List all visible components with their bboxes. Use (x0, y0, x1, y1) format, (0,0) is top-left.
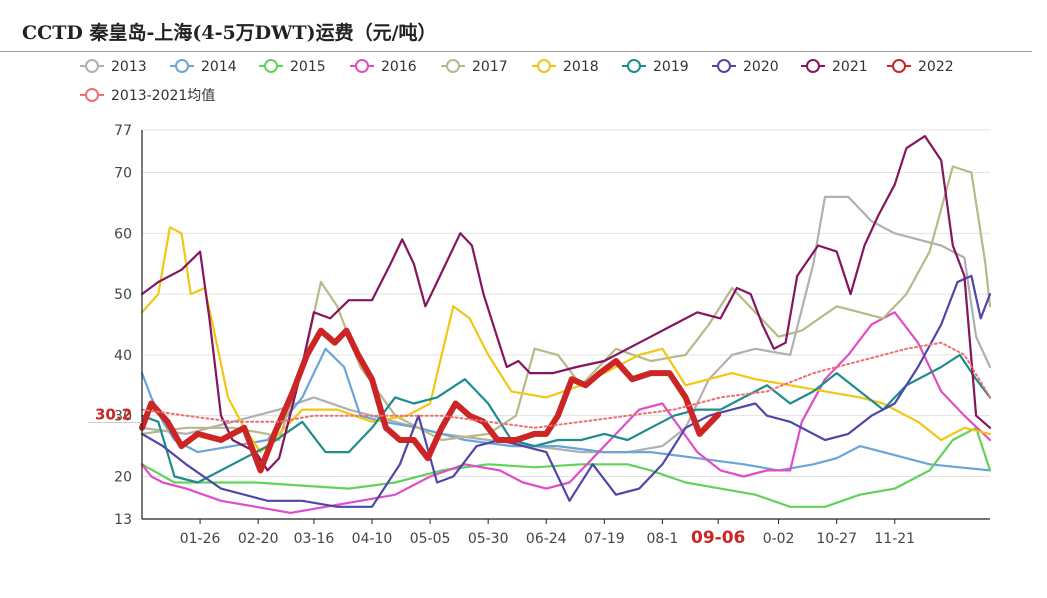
chart-axes: 13 20 30 40 50 60 70 77 01-26 02-20 03-16 04-10 05-0… (114, 123, 990, 548)
legend-marker-icon (175, 59, 189, 73)
legend-item-2014[interactable]: 2014 (170, 59, 237, 75)
y-tick-label: 20 (114, 469, 132, 485)
legend-item-2015[interactable]: 2015 (259, 59, 326, 75)
series-line-2019 (140, 353, 992, 484)
legend-item-2013-2021均值[interactable]: 2013-2021均值 (80, 88, 215, 104)
legend-marker-icon (537, 59, 551, 73)
legend-item-2020[interactable]: 2020 (712, 59, 779, 75)
legend-marker-icon (264, 59, 278, 73)
series-line-2021 (140, 135, 992, 472)
legend-label: 2017 (472, 59, 508, 75)
series-line-2018 (140, 226, 992, 454)
x-tick-label: 08-1 (647, 531, 679, 547)
legend-item-2017[interactable]: 2017 (441, 59, 508, 75)
legend-item-2013[interactable]: 2013 (80, 59, 147, 75)
x-tick-label: 07-19 (584, 531, 625, 547)
x-tick-label: 10-27 (816, 531, 857, 547)
chart-grid (142, 129, 990, 520)
x-tick-label: 04-10 (352, 531, 393, 547)
legend-item-2018[interactable]: 2018 (532, 59, 599, 75)
legend-label: 2022 (918, 59, 954, 75)
legend-marker-icon (892, 59, 906, 73)
y-tick-label: 50 (114, 287, 132, 303)
legend-label: 2020 (743, 59, 779, 75)
current-value-label: 30.2 (95, 405, 132, 423)
x-tick-label: 02-20 (238, 531, 279, 547)
series-line-2016 (140, 311, 992, 514)
legend-marker-icon (627, 59, 641, 73)
legend-label: 2016 (381, 59, 417, 75)
legend-label: 2019 (653, 59, 689, 75)
chart-legend: 2013 2014 2015 2016 2017 2018 2019 2020 2021 2022… (80, 59, 954, 104)
series-line-2014 (140, 347, 992, 472)
legend-marker-icon (446, 59, 460, 73)
legend-item-2016[interactable]: 2016 (350, 59, 417, 75)
y-tick-label: 70 (114, 166, 132, 182)
legend-label: 2015 (290, 59, 326, 75)
legend-item-2021[interactable]: 2021 (801, 59, 868, 75)
y-tick-label: 40 (114, 348, 132, 364)
series-line-2020 (140, 274, 992, 508)
chart-series (139, 135, 992, 514)
series-line-2013 (140, 195, 992, 454)
legend-marker-icon (806, 59, 820, 73)
y-tick-label: 77 (114, 123, 132, 139)
series-line-2015 (140, 426, 992, 508)
chart-title: CCTD 秦皇岛-上海(4-5万DWT)运费（元/吨） (22, 22, 437, 44)
x-tick-label: 0-02 (763, 531, 795, 547)
legend-item-2019[interactable]: 2019 (622, 59, 689, 75)
title-divider (0, 51, 1032, 52)
x-tick-label: 11-21 (874, 531, 915, 547)
legend-label: 2013-2021均值 (111, 88, 215, 104)
legend-label: 2018 (563, 59, 599, 75)
x-tick-label: 05-30 (468, 531, 509, 547)
series-line-2013-2021均值 (141, 341, 991, 429)
current-value-callout: 30.2 (88, 405, 142, 423)
legend-item-2022[interactable]: 2022 (887, 59, 954, 75)
x-tick-label: 06-24 (526, 531, 567, 547)
x-tick-label: 05-05 (410, 531, 451, 547)
legend-label: 2013 (111, 59, 147, 75)
x-tick-label: 03-16 (294, 531, 335, 547)
y-tick-label: 13 (114, 512, 132, 528)
legend-label: 2021 (832, 59, 868, 75)
legend-marker-icon (85, 88, 99, 102)
y-tick-label: 30 (114, 409, 132, 425)
x-tick-label-current: 09-06 (691, 528, 745, 548)
y-tick-label: 60 (114, 226, 132, 242)
x-tick-label: 01-26 (180, 531, 221, 547)
legend-marker-icon (355, 59, 369, 73)
legend-marker-icon (717, 59, 731, 73)
legend-label: 2014 (201, 59, 237, 75)
series-line-2022 (139, 327, 722, 474)
legend-marker-icon (85, 59, 99, 73)
